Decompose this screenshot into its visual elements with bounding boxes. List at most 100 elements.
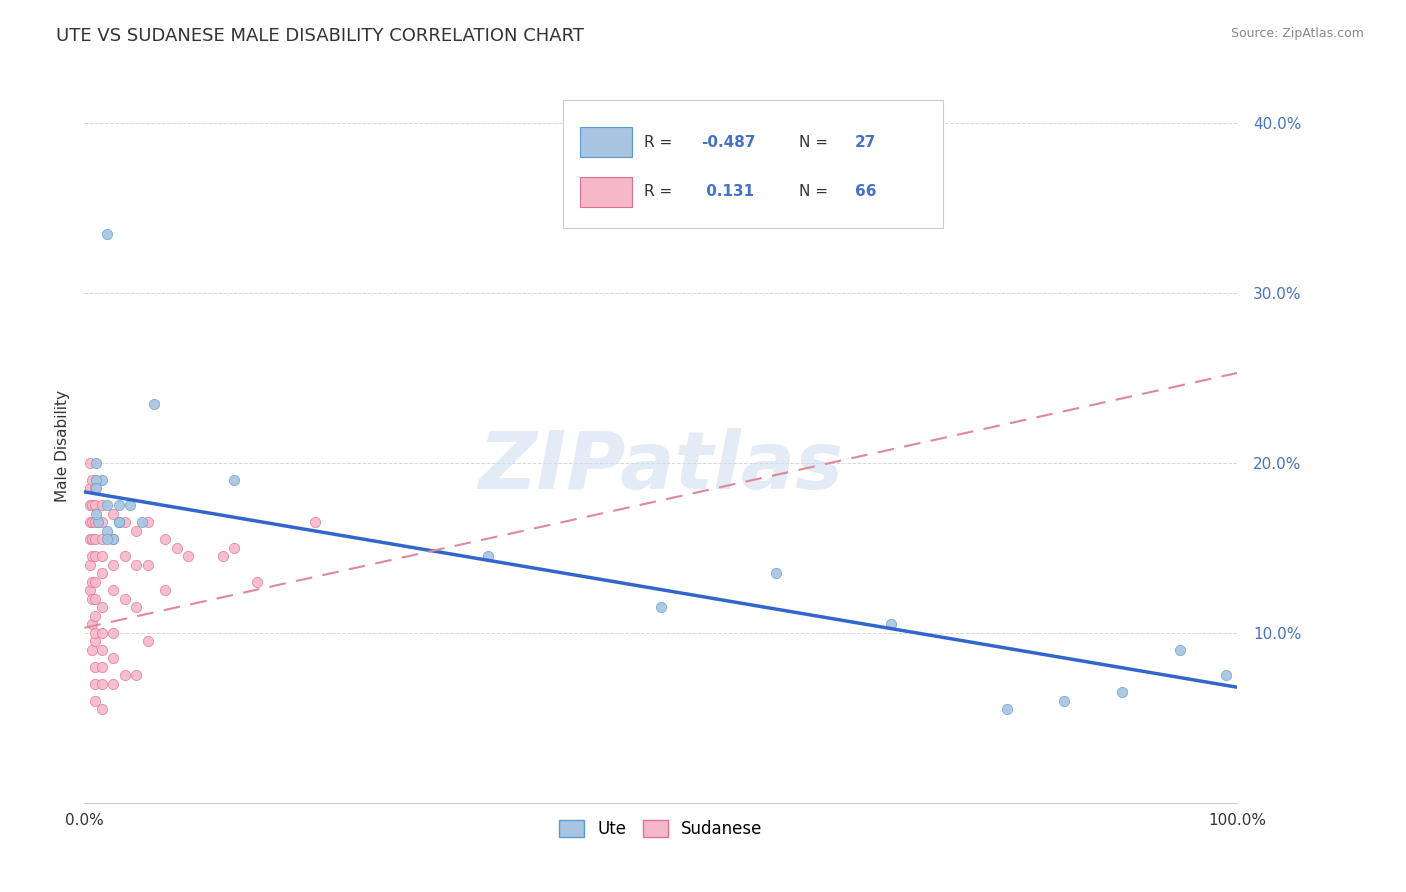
Point: [224, 541, 246, 555]
Point: [83, 634, 105, 648]
Point: [765, 566, 787, 581]
Point: [477, 549, 499, 564]
Point: [79, 499, 101, 513]
Point: [82, 591, 104, 606]
Point: [84, 473, 107, 487]
Point: [224, 473, 246, 487]
Point: [995, 702, 1018, 716]
Point: [166, 541, 188, 555]
Point: [79, 558, 101, 572]
Point: [650, 600, 672, 615]
Point: [79, 516, 101, 530]
Point: [84, 507, 107, 521]
Point: [96, 499, 118, 513]
Point: [83, 499, 105, 513]
Point: [96, 524, 118, 538]
Point: [90, 473, 112, 487]
Point: [880, 617, 903, 632]
FancyBboxPatch shape: [562, 100, 943, 228]
Point: [103, 533, 124, 547]
Point: [82, 533, 104, 547]
Point: [84, 456, 107, 470]
Point: [83, 574, 105, 589]
Point: [125, 668, 148, 682]
Point: [79, 583, 101, 598]
Text: UTE VS SUDANESE MALE DISABILITY CORRELATION CHART: UTE VS SUDANESE MALE DISABILITY CORRELAT…: [56, 27, 585, 45]
Point: [136, 516, 159, 530]
Point: [1053, 694, 1076, 708]
Point: [83, 549, 105, 564]
Point: [90, 533, 112, 547]
Legend: Ute, Sudanese: Ute, Sudanese: [553, 813, 769, 845]
Y-axis label: Male Disability: Male Disability: [55, 390, 70, 502]
Text: N =: N =: [799, 185, 828, 200]
Point: [1111, 685, 1133, 699]
Point: [177, 549, 200, 564]
Point: [103, 558, 124, 572]
Point: [83, 608, 105, 623]
Point: [83, 516, 105, 530]
Point: [79, 456, 101, 470]
Point: [120, 499, 142, 513]
Text: N =: N =: [799, 135, 828, 150]
Point: [103, 507, 124, 521]
Point: [103, 533, 124, 547]
Text: 0.131: 0.131: [702, 185, 754, 200]
Point: [142, 396, 165, 410]
Point: [87, 516, 110, 530]
Point: [96, 227, 118, 241]
Point: [246, 574, 269, 589]
Point: [90, 643, 112, 657]
Point: [84, 482, 107, 496]
Point: [153, 583, 176, 598]
Point: [82, 473, 104, 487]
Point: [82, 516, 104, 530]
Point: [82, 643, 104, 657]
Point: [114, 591, 136, 606]
Point: [83, 533, 105, 547]
Point: [136, 558, 159, 572]
Point: [83, 626, 105, 640]
Point: [131, 516, 153, 530]
Point: [82, 574, 104, 589]
Point: [79, 533, 101, 547]
Point: [125, 524, 148, 538]
Point: [90, 516, 112, 530]
Point: [108, 516, 131, 530]
Point: [103, 651, 124, 665]
Point: [83, 660, 105, 674]
Point: [103, 626, 124, 640]
Point: [114, 668, 136, 682]
Point: [103, 583, 124, 598]
Point: [83, 694, 105, 708]
Point: [136, 634, 159, 648]
Text: 27: 27: [855, 135, 876, 150]
Point: [153, 533, 176, 547]
Point: [108, 499, 131, 513]
Point: [103, 677, 124, 691]
Point: [114, 549, 136, 564]
Point: [79, 482, 101, 496]
Point: [96, 533, 118, 547]
Point: [1215, 668, 1237, 682]
Point: [1168, 643, 1191, 657]
Point: [304, 516, 326, 530]
Point: [125, 558, 148, 572]
Point: [90, 566, 112, 581]
Point: [82, 617, 104, 632]
Point: [83, 482, 105, 496]
Text: 66: 66: [855, 185, 876, 200]
Text: R =: R =: [644, 185, 672, 200]
Point: [83, 591, 105, 606]
Point: [82, 499, 104, 513]
Point: [125, 600, 148, 615]
Point: [90, 677, 112, 691]
Point: [90, 600, 112, 615]
Point: [90, 499, 112, 513]
Text: Source: ZipAtlas.com: Source: ZipAtlas.com: [1230, 27, 1364, 40]
Point: [114, 516, 136, 530]
Bar: [581, 177, 633, 207]
Point: [108, 516, 131, 530]
Point: [90, 549, 112, 564]
Text: ZIPatlas: ZIPatlas: [478, 428, 844, 507]
